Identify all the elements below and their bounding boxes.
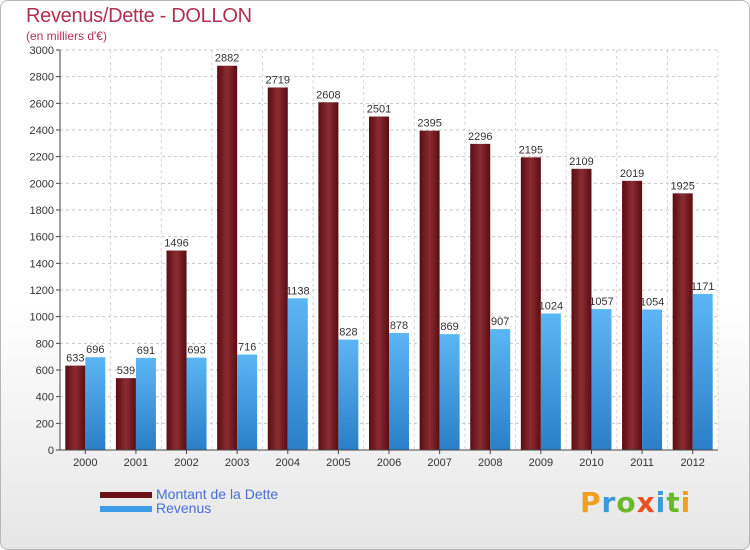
y-tick-label: 2200 xyxy=(30,152,54,164)
value-label-revenue: 1171 xyxy=(691,281,715,293)
y-tick-label: 2400 xyxy=(30,125,54,137)
y-tick-label: 2600 xyxy=(30,98,54,110)
x-tick-label: 2001 xyxy=(124,457,148,469)
y-tick-label: 600 xyxy=(36,365,54,377)
bar-debt xyxy=(217,65,238,450)
value-label-revenue: 1024 xyxy=(539,300,563,312)
bar-revenue xyxy=(389,332,409,450)
y-tick-label: 2800 xyxy=(30,72,54,84)
y-tick-label: 3000 xyxy=(30,45,54,57)
bar-debt xyxy=(419,130,440,450)
x-tick-label: 2011 xyxy=(630,457,654,469)
bar-revenue xyxy=(237,354,258,450)
x-tick-label: 2010 xyxy=(579,457,603,469)
value-label-debt: 633 xyxy=(66,353,84,365)
value-label-debt: 2719 xyxy=(266,74,290,86)
y-tick-label: 200 xyxy=(36,418,54,430)
value-label-debt: 1496 xyxy=(164,238,188,250)
bar-debt xyxy=(520,157,541,451)
value-label-debt: 2882 xyxy=(215,53,239,65)
value-label-revenue: 696 xyxy=(86,344,104,356)
proxiti-logo: Proxiti xyxy=(580,486,692,519)
value-label-revenue: 716 xyxy=(238,342,256,354)
value-label-revenue: 691 xyxy=(137,345,155,357)
legend-label-debt: Montant de la Dette xyxy=(156,486,279,502)
bar-revenue xyxy=(642,309,663,450)
value-label-debt: 2395 xyxy=(417,118,441,130)
value-label-revenue: 869 xyxy=(440,321,458,333)
value-label-revenue: 907 xyxy=(491,316,509,328)
bar-debt xyxy=(571,168,592,451)
y-tick-label: 0 xyxy=(48,445,54,457)
bar-revenue xyxy=(338,339,359,450)
x-tick-label: 2003 xyxy=(225,457,249,469)
bar-debt xyxy=(166,250,187,450)
bar-revenue xyxy=(540,313,561,450)
bar-debt xyxy=(267,87,288,450)
y-tick-label: 800 xyxy=(36,338,54,350)
bar-revenue xyxy=(439,334,460,450)
value-label-debt: 2195 xyxy=(519,144,543,156)
x-tick-label: 2002 xyxy=(174,457,198,469)
bar-revenue xyxy=(591,309,612,450)
value-label-debt: 2019 xyxy=(620,168,644,180)
value-label-debt: 2608 xyxy=(316,89,340,101)
x-tick-label: 2005 xyxy=(326,457,350,469)
x-tick-label: 2006 xyxy=(377,457,401,469)
value-label-revenue: 1138 xyxy=(286,285,310,297)
bar-debt xyxy=(622,180,643,451)
value-label-debt: 2501 xyxy=(367,104,391,116)
y-tick-label: 2000 xyxy=(30,178,54,190)
value-label-debt: 539 xyxy=(117,365,135,377)
bar-revenue xyxy=(490,329,511,450)
x-tick-label: 2000 xyxy=(73,457,97,469)
legend-swatch-debt xyxy=(100,492,152,498)
y-tick-label: 1000 xyxy=(30,312,54,324)
y-tick-label: 400 xyxy=(36,392,54,404)
value-label-revenue: 828 xyxy=(339,327,357,339)
value-label-debt: 2109 xyxy=(569,156,593,168)
chart-subtitle: (en milliers d'€) xyxy=(26,29,107,43)
bar-debt xyxy=(115,378,136,450)
x-tick-label: 2008 xyxy=(478,457,502,469)
bar-revenue xyxy=(692,293,713,450)
legend-swatch-revenue xyxy=(100,506,152,512)
bar-revenue xyxy=(85,357,106,450)
y-tick-label: 1600 xyxy=(30,232,54,244)
bar-debt xyxy=(369,116,389,451)
value-label-debt: 1925 xyxy=(670,180,694,192)
value-label-debt: 2296 xyxy=(468,131,492,143)
value-label-revenue: 1054 xyxy=(640,296,664,308)
y-tick-label: 1200 xyxy=(30,285,54,297)
axes: 0 200 400 600 800 1000 1200 1400 1600 1800 2000 220… xyxy=(30,45,718,469)
bar-debt xyxy=(470,143,491,450)
x-tick-label: 2012 xyxy=(680,457,704,469)
bar-debt xyxy=(318,102,339,451)
chart-title: Revenus/Dette - DOLLON xyxy=(26,5,252,27)
x-tick-label: 2009 xyxy=(529,457,553,469)
value-label-revenue: 1057 xyxy=(589,296,613,308)
x-tick-label: 2004 xyxy=(276,457,300,469)
bar-revenue xyxy=(287,298,308,450)
y-tick-label: 1400 xyxy=(30,258,54,270)
x-tick-label: 2007 xyxy=(427,457,451,469)
bar-revenue xyxy=(135,357,156,450)
value-label-revenue: 693 xyxy=(187,345,205,357)
legend-label-revenue: Revenus xyxy=(156,500,212,516)
bar-debt xyxy=(672,193,693,451)
bar-revenue xyxy=(186,357,207,450)
y-tick-label: 1800 xyxy=(30,205,54,217)
bar-debt xyxy=(65,365,86,450)
value-label-revenue: 878 xyxy=(390,320,408,332)
